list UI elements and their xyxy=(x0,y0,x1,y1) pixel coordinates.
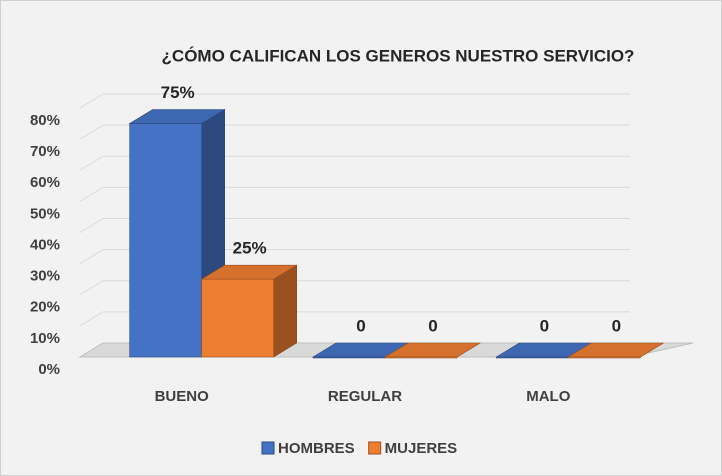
legend-label: HOMBRES xyxy=(278,440,355,457)
bar xyxy=(383,342,482,359)
legend-label: MUJERES xyxy=(385,440,458,457)
y-tick-label: 40% xyxy=(30,236,60,253)
y-tick-label: 70% xyxy=(30,143,60,160)
bar-side xyxy=(273,264,297,358)
data-label: 0 xyxy=(428,316,437,335)
grid-line-side xyxy=(79,311,104,327)
data-label: 75% xyxy=(161,83,195,102)
bar-front xyxy=(312,356,386,359)
bar-front xyxy=(568,356,641,359)
bar-front xyxy=(201,278,274,358)
bar-front xyxy=(129,123,202,358)
bar-front xyxy=(384,356,458,359)
grid-line-side xyxy=(79,155,104,171)
bar xyxy=(311,342,410,359)
bar-front xyxy=(496,356,569,359)
y-tick-label: 30% xyxy=(30,268,60,285)
bar xyxy=(200,264,298,358)
y-tick-label: 20% xyxy=(30,299,60,316)
grid-line-side xyxy=(79,218,104,233)
y-tick-label: 60% xyxy=(30,174,60,191)
legend-swatch xyxy=(368,441,382,455)
data-label: 25% xyxy=(233,239,267,258)
grid-line-side xyxy=(79,93,104,109)
y-tick-label: 50% xyxy=(30,205,60,222)
data-label: 0 xyxy=(540,316,549,335)
x-tick-label: REGULAR xyxy=(328,388,402,405)
grid-line-side xyxy=(79,249,104,265)
legend-swatch xyxy=(261,441,275,455)
grid-line-side xyxy=(79,124,104,140)
y-tick-label: 0% xyxy=(38,361,60,378)
chart-title: ¿CÓMO CALIFICAN LOS GENEROS NUESTRO SERV… xyxy=(162,46,635,65)
y-tick-label: 10% xyxy=(30,330,60,347)
data-label: 0 xyxy=(612,316,621,335)
bar xyxy=(567,342,665,359)
data-label: 0 xyxy=(356,316,365,335)
grid-line-side xyxy=(79,280,104,296)
x-tick-label: MALO xyxy=(526,388,570,405)
grid-line-side xyxy=(79,186,104,202)
x-tick-label: BUENO xyxy=(155,388,210,405)
y-tick-label: 80% xyxy=(30,112,60,129)
